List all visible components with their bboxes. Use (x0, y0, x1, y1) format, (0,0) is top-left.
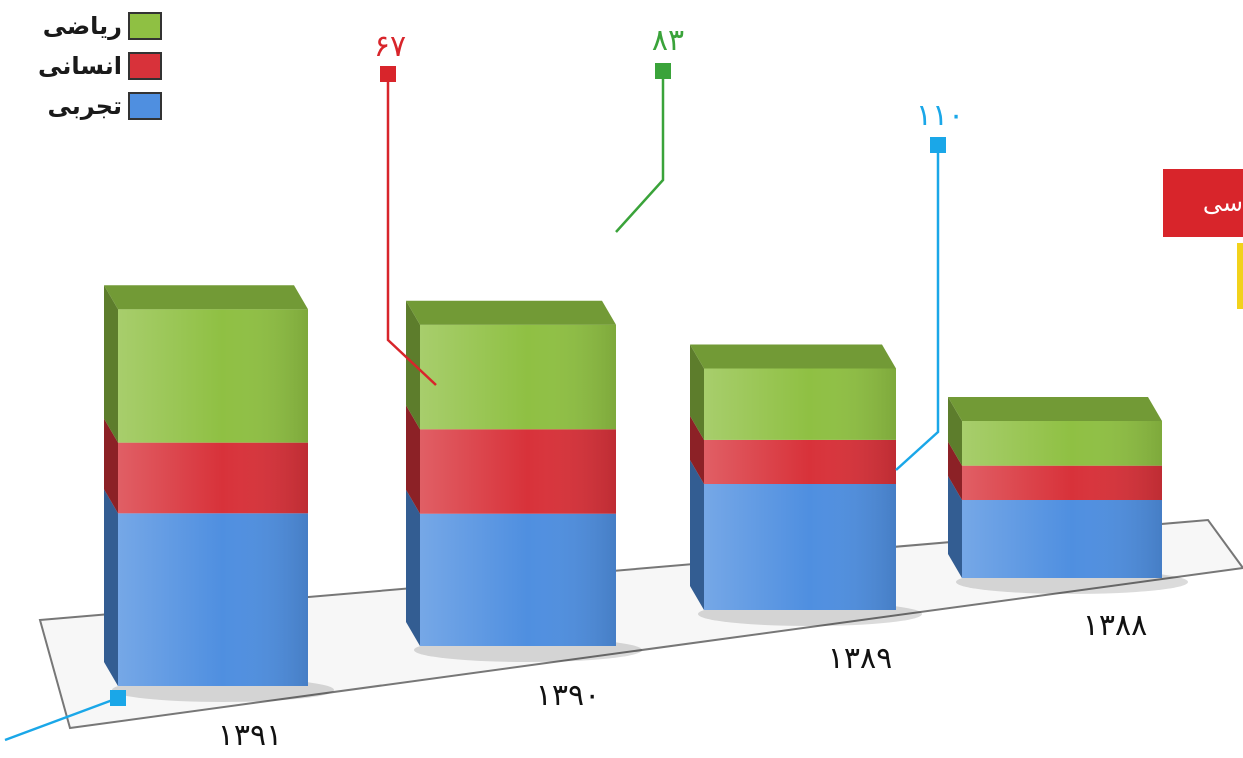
legend-swatch (128, 12, 162, 40)
bars-group (104, 285, 1188, 702)
bar-segment-side (690, 415, 704, 484)
callout-leader-line (386, 74, 437, 386)
bar-segment-side (690, 460, 704, 610)
bar-segment-highlight (420, 429, 616, 514)
legend-item-tajrobi: تجربی (10, 86, 162, 126)
callout-marker (380, 66, 396, 82)
legend-label: تجربی (47, 92, 122, 120)
category-label: ۱۳۸۹ (828, 641, 892, 676)
bar-segment-highlight (704, 368, 896, 440)
callout-marker (655, 63, 671, 79)
bar-top-face (104, 285, 308, 310)
callout-value-label: ۱۱۰ (916, 98, 964, 133)
category-label: ۱۳۹۰ (536, 678, 600, 713)
category-label: ۱۳۹۱ (218, 718, 282, 753)
callout-value-label: ۸۳ (652, 23, 684, 58)
bar-segment-side (104, 418, 118, 514)
bar-segment-side (104, 285, 118, 443)
bar-segment-highlight (704, 439, 896, 484)
bar-segment-side (948, 396, 962, 466)
bar-segment-side (690, 344, 704, 440)
bar-top-face (690, 344, 896, 369)
bar-stack-2 (406, 300, 642, 662)
callout-4 (4, 690, 126, 742)
bar-segment-highlight (118, 442, 308, 514)
callout-leader-line (895, 145, 940, 471)
bar-stack-1 (104, 285, 334, 702)
legend-label: انسانی (38, 52, 122, 80)
bar-stack-3 (690, 344, 922, 626)
callout-marker (110, 690, 126, 706)
bar-segment-highlight (420, 513, 616, 646)
legend: ریاضی انسانی تجربی (10, 6, 162, 126)
bar-segment-highlight (118, 513, 308, 686)
callout-leader-line (4, 696, 119, 742)
bar-segment-highlight (962, 420, 1162, 466)
callout-2: ۸۳ (615, 23, 684, 233)
bar-top-face (948, 396, 1162, 421)
bar-top-face (406, 300, 616, 325)
category-labels-group: ۱۳۹۱ ۱۳۹۰ ۱۳۸۹ ۱۳۸۸ (218, 608, 1147, 753)
bar-segment-side (104, 489, 118, 686)
legend-swatch (128, 92, 162, 120)
bar-segment-highlight (420, 324, 616, 430)
bar-segment-side (406, 405, 420, 514)
legend-label: ریاضی (42, 12, 122, 40)
legend-item-ensani: انسانی (10, 46, 162, 86)
bar-segment-highlight (704, 484, 896, 610)
callout-marker (930, 137, 946, 153)
category-label: ۱۳۸۸ (1083, 608, 1147, 643)
side-tag: سی (1163, 169, 1243, 237)
callouts-group: ۶۷ ۸۳ ۱۱۰ (4, 23, 964, 742)
bar-segment-side (948, 476, 962, 578)
bar-segment-highlight (118, 309, 308, 443)
callout-3: ۱۱۰ (895, 98, 964, 471)
legend-item-riazi: ریاضی (10, 6, 162, 46)
bar-segment-highlight (962, 465, 1162, 500)
callout-1: ۶۷ (374, 29, 437, 386)
legend-swatch (128, 52, 162, 80)
bar-segment-highlight (962, 500, 1162, 578)
side-tag-text: سی (1202, 189, 1243, 217)
callout-value-label: ۶۷ (374, 29, 406, 64)
callout-leader-line (615, 71, 665, 233)
bar-segment-side (406, 489, 420, 646)
bar-segment-side (948, 441, 962, 500)
bar-stack-4 (948, 396, 1188, 594)
side-accent-bar (1237, 243, 1243, 309)
